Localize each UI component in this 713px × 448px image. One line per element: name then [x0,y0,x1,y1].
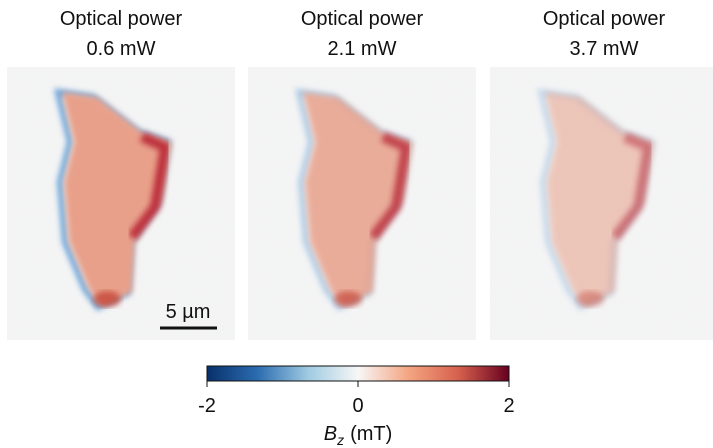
colorbar-label: Bz (mT) [324,423,393,448]
figure: -2 0 2 Bz (mT) Optical power 0.6 mW Optical p… [0,0,713,448]
panel-power: 0.6 mW [87,38,156,60]
colorbar: -2 0 2 [198,366,514,417]
panel-power: 3.7 mW [570,38,639,60]
map-panel [490,67,713,340]
colorbar-tick-label: -2 [198,395,216,417]
flake-tip [93,291,121,307]
colorbar-tick-label: 0 [352,395,363,417]
scale-bar-label: 5 µm [166,301,211,323]
map-panel [7,67,235,340]
colorbar-gradient [207,366,509,381]
panel-title: Optical power [60,8,183,30]
flake-tip [334,291,362,307]
flake-tip [576,291,604,307]
panel-title: Optical power [301,8,424,30]
panel-power: 2.1 mW [328,38,397,60]
colorbar-tick-label: 2 [503,395,514,417]
map-panel [248,67,476,340]
label-symbol: B [324,423,337,445]
label-unit: (mT) [350,423,392,445]
label-subscript: z [336,432,344,448]
panel-title: Optical power [543,8,666,30]
